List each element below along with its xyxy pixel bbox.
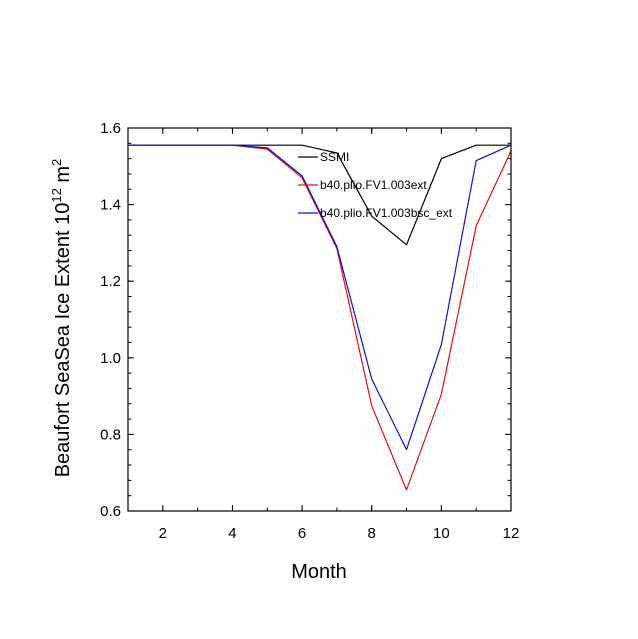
y-axis-title-exponent: 12 — [49, 188, 64, 202]
plot-frame — [127, 127, 512, 512]
y-axis-title-unit: m — [52, 166, 74, 188]
x-tick-label: 10 — [433, 525, 450, 542]
y-tick-label: 1.0 — [100, 350, 121, 367]
legend-label: b40.plio.FV1.003bsc_ext — [320, 206, 453, 220]
series-line-2 — [128, 144, 512, 491]
labels-layer: 2 4 6 8 10 12 0.6 0.8 1.0 1.2 1.4 1.6 — [100, 120, 519, 542]
series-layer — [128, 144, 512, 491]
legend-label: SSMI — [320, 150, 349, 164]
y-tick-label: 0.6 — [100, 503, 121, 520]
y-axis-title: Beaufort SeaSea Ice Extent 1012 m2 — [49, 159, 74, 478]
x-tick-label: 8 — [368, 525, 376, 542]
y-axis-title-prefix: Beaufort SeaSea Ice Extent 10 — [52, 203, 74, 478]
y-axis-title-unit-exponent: 2 — [49, 159, 64, 166]
x-tick-label: 2 — [159, 525, 167, 542]
series-line-3 — [128, 144, 512, 451]
legend: SSMI b40.plio.FV1.003ext b40.plio.FV1.003b… — [298, 150, 453, 220]
x-tick-label: 12 — [503, 525, 520, 542]
y-tick-label: 1.2 — [100, 273, 121, 290]
x-tick-label: 4 — [228, 525, 236, 542]
y-tick-label: 0.8 — [100, 426, 121, 443]
legend-label: b40.plio.FV1.003ext — [320, 178, 427, 192]
y-tick-label: 1.6 — [100, 120, 121, 137]
x-tick-label: 6 — [298, 525, 306, 542]
y-tick-label: 1.4 — [100, 197, 121, 214]
x-axis-title: Month — [291, 561, 347, 583]
